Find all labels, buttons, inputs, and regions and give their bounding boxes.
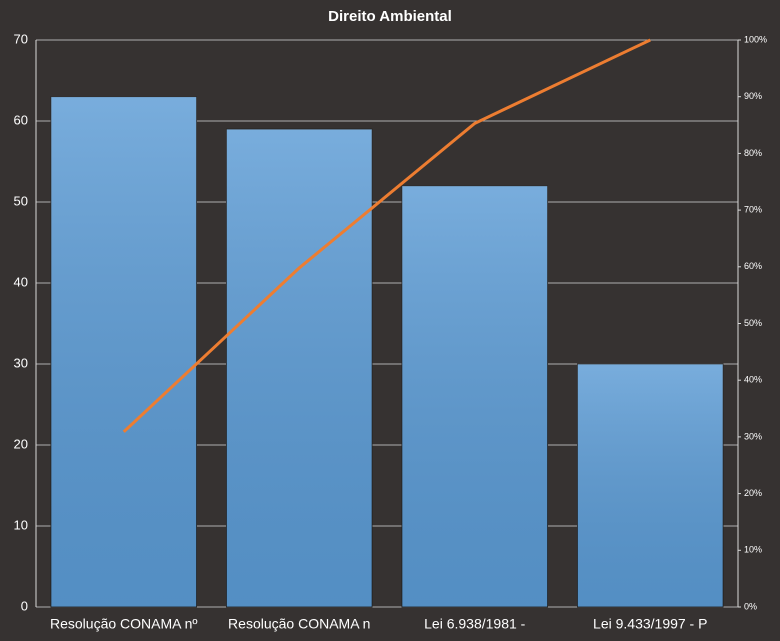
y-tick-label: 30 — [14, 355, 28, 370]
y2-tick-label: 60% — [744, 261, 762, 271]
y-tick-label: 20 — [14, 436, 28, 451]
cumulative-line — [122, 38, 651, 433]
bar-shine — [226, 129, 373, 607]
y2-tick-label: 90% — [744, 91, 762, 101]
bar-shine — [50, 96, 197, 607]
y2-tick-label: 80% — [744, 148, 762, 158]
bar-shine — [577, 364, 724, 607]
y2-tick-label: 40% — [744, 375, 762, 385]
y-tick-label: 0 — [21, 598, 28, 613]
y2-tick-label: 70% — [744, 204, 762, 214]
y-tick-label: 50 — [14, 193, 28, 208]
y-tick-label: 10 — [14, 517, 28, 532]
y2-tick-label: 10% — [744, 545, 762, 555]
chart-title: Direito Ambiental — [328, 8, 452, 25]
y-tick-label: 60 — [14, 112, 28, 127]
bar-shine — [401, 185, 548, 608]
y2-tick-label: 100% — [744, 34, 767, 44]
y2-tick-label: 30% — [744, 431, 762, 441]
y2-tick-label: 50% — [744, 318, 762, 328]
x-tick-label: Resolução CONAMA n — [228, 616, 370, 632]
y2-tick-label: 20% — [744, 488, 762, 498]
y-tick-label: 70 — [14, 31, 28, 46]
y-tick-label: 40 — [14, 274, 28, 289]
x-tick-label: Resolução CONAMA nº — [50, 616, 198, 632]
x-tick-label: Lei 9.433/1997 - P — [593, 616, 707, 632]
y2-tick-label: 0% — [744, 601, 757, 611]
x-tick-label: Lei 6.938/1981 - — [424, 616, 526, 632]
